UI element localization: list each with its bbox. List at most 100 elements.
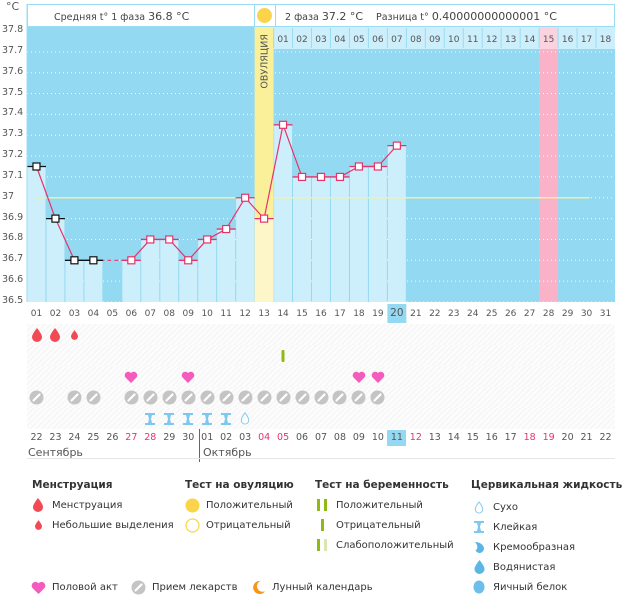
calendar-date[interactable]: 14 <box>447 432 460 443</box>
temperature-bar <box>160 239 179 302</box>
temperature-line-segment <box>54 218 75 261</box>
pill-icon[interactable] <box>349 387 368 408</box>
temperature-line-segment <box>225 197 246 230</box>
y-tick-label: 36.5 <box>2 295 24 306</box>
pill-icon[interactable] <box>84 387 103 408</box>
pill-icon[interactable] <box>274 387 293 408</box>
month-october: Октябрь <box>203 446 252 459</box>
small-blood-drop-icon <box>30 517 46 533</box>
header-divider <box>275 4 276 27</box>
pill-icon[interactable] <box>122 387 141 408</box>
sticky-hourglass-icon[interactable] <box>141 408 160 429</box>
calendar-date[interactable]: 12 <box>409 432 422 443</box>
creamy-drop-icon <box>471 539 487 555</box>
cycle-day-label: 24 <box>467 309 479 319</box>
cycle-day-label: 20 <box>390 307 403 319</box>
small-blood-drop-icon[interactable] <box>65 324 84 345</box>
phase2-day-number: 09 <box>429 35 441 45</box>
calendar-date[interactable]: 23 <box>49 432 62 443</box>
calendar-date[interactable]: 29 <box>163 432 176 443</box>
ovulation-bar <box>254 218 274 302</box>
temperature-point <box>373 162 383 171</box>
calendar-date[interactable]: 13 <box>428 432 441 443</box>
calendar-date[interactable]: 01 <box>201 432 214 443</box>
pill-icon[interactable] <box>65 387 84 408</box>
cycle-day-label: 09 <box>182 309 194 319</box>
calendar-date[interactable]: 26 <box>106 432 119 443</box>
temperature-bar <box>274 124 293 302</box>
cycle-day-label: 08 <box>164 309 176 319</box>
pill-icon[interactable] <box>255 387 274 408</box>
phase2-day-highlight <box>539 27 559 49</box>
pill-icon[interactable] <box>236 387 255 408</box>
pill-icon[interactable] <box>179 387 198 408</box>
pill-icon[interactable] <box>141 387 160 408</box>
temperature-line-segment <box>35 166 57 219</box>
legend-lunar-calendar[interactable]: Лунный календарь <box>250 579 373 595</box>
y-tick-label: 37.2 <box>2 149 24 161</box>
moon-icon <box>250 579 266 595</box>
sticky-hourglass-icon[interactable] <box>160 408 179 429</box>
calendar-date[interactable]: 05 <box>277 432 290 443</box>
pregnancy-test-negative-icon[interactable] <box>274 345 293 366</box>
temperature-bar <box>46 218 65 302</box>
pill-icon[interactable] <box>330 387 349 408</box>
dry-drop-icon[interactable] <box>236 408 255 429</box>
sticky-hourglass-icon[interactable] <box>217 408 236 429</box>
calendar-date[interactable]: 18 <box>523 432 536 443</box>
calendar-date[interactable]: 08 <box>333 432 347 443</box>
y-tick-label: 37.5 <box>2 86 24 98</box>
heart-icon[interactable] <box>179 366 198 387</box>
temperature-line-segment <box>282 124 303 178</box>
cycle-day-label: 07 <box>145 309 156 319</box>
legend-menstruation-title: Менструация <box>32 479 113 491</box>
calendar-date[interactable]: 03 <box>239 432 252 443</box>
calendar-date[interactable]: 25 <box>87 432 100 443</box>
calendar-date[interactable]: 22 <box>599 432 612 443</box>
blood-drop-icon[interactable] <box>46 324 65 345</box>
calendar-date[interactable]: 30 <box>182 432 195 443</box>
sticky-hourglass-icon[interactable] <box>179 408 198 429</box>
calendar-date[interactable]: 20 <box>561 432 574 443</box>
ovulation-positive-icon <box>184 497 200 513</box>
legend-cervical-sticky: Клейкая <box>471 519 537 535</box>
calendar-date[interactable]: 09 <box>352 432 365 443</box>
pill-icon[interactable] <box>27 387 46 408</box>
heart-icon[interactable] <box>122 366 141 387</box>
calendar-date[interactable]: 15 <box>466 432 479 443</box>
calendar-date[interactable]: 24 <box>68 432 81 443</box>
phase2-day-number: 08 <box>410 35 422 45</box>
pill-icon[interactable] <box>217 387 236 408</box>
phase2-day-number: 05 <box>353 35 364 45</box>
calendar-date[interactable]: 21 <box>580 432 593 443</box>
chart-header: Средняя t° 1 фаза 36.8 °C 2 фаза 37.2 °C… <box>27 4 615 27</box>
calendar-date[interactable]: 17 <box>504 432 517 443</box>
calendar-date[interactable]: 04 <box>258 432 271 443</box>
heart-icon[interactable] <box>349 366 368 387</box>
phase2-day-number: 07 <box>391 35 402 45</box>
pill-icon[interactable] <box>160 387 179 408</box>
ovulation-negative-icon <box>184 517 200 533</box>
temperature-bar <box>141 239 160 302</box>
sticky-hourglass-icon[interactable] <box>198 408 217 429</box>
calendar-date[interactable]: 02 <box>220 432 233 443</box>
phase2-average: 2 фаза 37.2 °C <box>285 10 364 23</box>
calendar-date[interactable]: 10 <box>371 432 384 443</box>
calendar-date[interactable]: 28 <box>144 432 157 443</box>
pill-icon[interactable] <box>198 387 217 408</box>
calendar-date[interactable]: 11 <box>387 430 407 446</box>
calendar-date[interactable]: 16 <box>485 432 498 443</box>
blood-drop-icon[interactable] <box>27 324 46 345</box>
heart-icon[interactable] <box>368 366 387 387</box>
calendar-date[interactable]: 06 <box>296 432 309 443</box>
pill-icon[interactable] <box>293 387 312 408</box>
pill-icon[interactable] <box>368 387 387 408</box>
pill-icon[interactable] <box>312 387 331 408</box>
calendar-date[interactable]: 27 <box>125 432 138 443</box>
temperature-point <box>127 256 136 265</box>
calendar-date[interactable]: 19 <box>542 432 555 443</box>
calendar-date[interactable]: 07 <box>314 432 328 443</box>
legend-intercourse: Половой акт <box>30 579 118 595</box>
calendar-date[interactable]: 22 <box>30 432 43 443</box>
legend-cervical-creamy: Кремообразная <box>471 539 575 555</box>
